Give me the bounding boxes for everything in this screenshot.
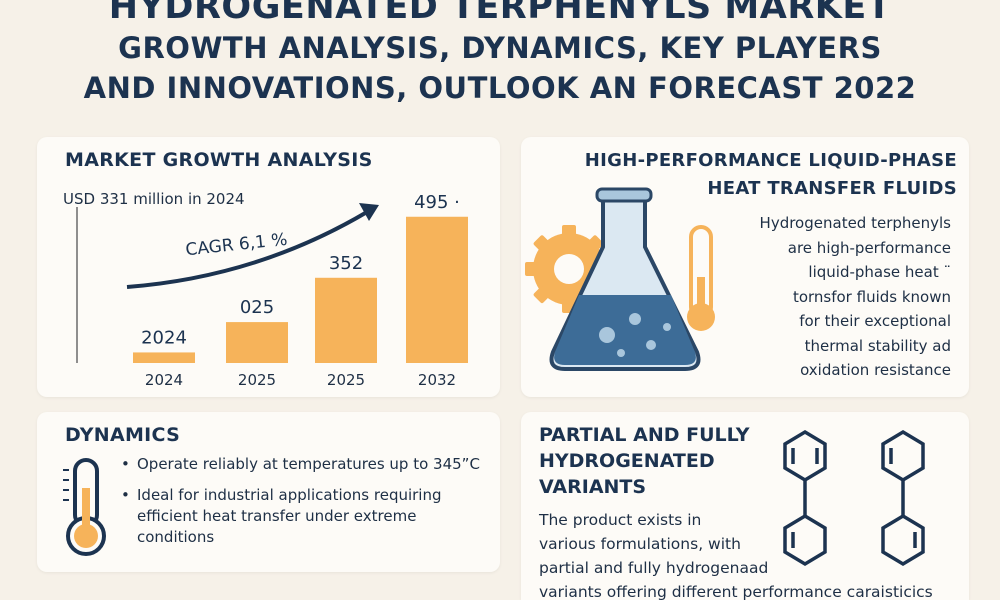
bar: [226, 322, 288, 363]
market-growth-chart: USD 331 million in 2024 CAGR 6,1 % 20242…: [63, 190, 468, 389]
biphenyl-structure-icon: [881, 429, 925, 567]
chart-subtitle: USD 331 million in 2024: [63, 190, 245, 208]
dynamics-heading: DYNAMICS: [65, 424, 181, 446]
x-tick-label: 2025: [327, 371, 365, 389]
bar-data-label: 025: [240, 297, 274, 318]
bar: [406, 216, 468, 363]
variants-card: PARTIAL AND FULLY HYDROGENATED VARIANTS …: [521, 412, 969, 600]
bar-data-label: 352: [329, 253, 363, 274]
x-tick-label: 2024: [145, 371, 183, 389]
fluids-description: Hydrogenated terphenyls are high-perform…: [711, 211, 951, 383]
fluids-title: HIGH-PERFORMANCE LIQUID-PHASE HEAT TRANS…: [585, 147, 957, 203]
page-title: HYDROGENATED TERPHENYLS MARKET GROWTH AN…: [0, 0, 1000, 108]
bar-data-label: 495 ·: [414, 192, 460, 213]
fluids-desc-line: tornsfor fluids known: [792, 287, 951, 306]
market-growth-card: MARKET GROWTH ANALYSIS USD 331 million i…: [37, 137, 500, 397]
variants-title: PARTIAL AND FULLY HYDROGENATED VARIANTS: [539, 422, 750, 500]
fluids-title-line-2: HEAT TRANSFER FLUIDS: [707, 178, 957, 199]
variants-desc-line: partial and fully hydrogenaad: [539, 559, 769, 577]
title-line-2: GROWTH ANALYSIS, DYNAMICS, KEY PLAYERS: [118, 31, 882, 65]
variants-desc-line: The product exists in: [539, 511, 702, 529]
dynamics-list: Operate reliably at temperatures up to 3…: [121, 454, 491, 558]
list-item: Ideal for industrial applications requir…: [121, 485, 491, 548]
variants-title-line-2: HYDROGENATED: [539, 450, 715, 472]
thermometer-icon: [63, 458, 106, 556]
bar-data-label: 2024: [141, 327, 187, 348]
fluids-desc-line: Hydrogenated terphenyls: [759, 214, 951, 232]
x-tick-label: 2025: [238, 371, 276, 389]
thermometer-icon: [687, 225, 715, 331]
fluids-title-line-1: HIGH-PERFORMANCE LIQUID-PHASE: [584, 150, 957, 171]
growth-arrow: [126, 210, 369, 289]
market-growth-heading: MARKET GROWTH ANALYSIS: [65, 149, 373, 171]
variants-title-line-3: VARIANTS: [539, 476, 647, 498]
list-item: Operate reliably at temperatures up to 3…: [121, 454, 491, 475]
growth-arrow-head: [359, 203, 379, 221]
fluids-desc-line: are high-performance: [787, 238, 951, 257]
title-line-3: AND INNOVATIONS, OUTLOOK AN FORECAST 202…: [83, 71, 917, 105]
bar: [133, 352, 195, 363]
fluids-desc-line: thermal stability ad: [804, 336, 951, 355]
variants-description: The product exists in various formulatio…: [539, 508, 969, 600]
dynamics-card: DYNAMICS Operate reliably at temperature…: [37, 412, 500, 572]
bar: [315, 277, 377, 363]
variants-desc-line: variants offering different performance …: [539, 583, 933, 600]
title-line-1: HYDROGENATED TERPHENYLS MARKET: [108, 0, 892, 27]
flask-icon: [549, 187, 701, 371]
fluids-desc-line: oxidation resistance: [800, 361, 951, 379]
x-tick-label: 2032: [418, 371, 456, 389]
heat-transfer-fluids-card: HIGH-PERFORMANCE LIQUID-PHASE HEAT TRANS…: [521, 137, 969, 397]
fluids-desc-line: for their exceptional: [799, 312, 951, 330]
fluids-desc-line: liquid-phase heat ¨: [808, 263, 951, 281]
flask-illustration: [525, 187, 715, 371]
biphenyl-structure-icon: [783, 429, 827, 567]
variants-desc-line: various formulations, with: [539, 535, 741, 553]
molecule-illustration: [783, 429, 925, 567]
variants-title-line-1: PARTIAL AND FULLY: [539, 424, 750, 446]
